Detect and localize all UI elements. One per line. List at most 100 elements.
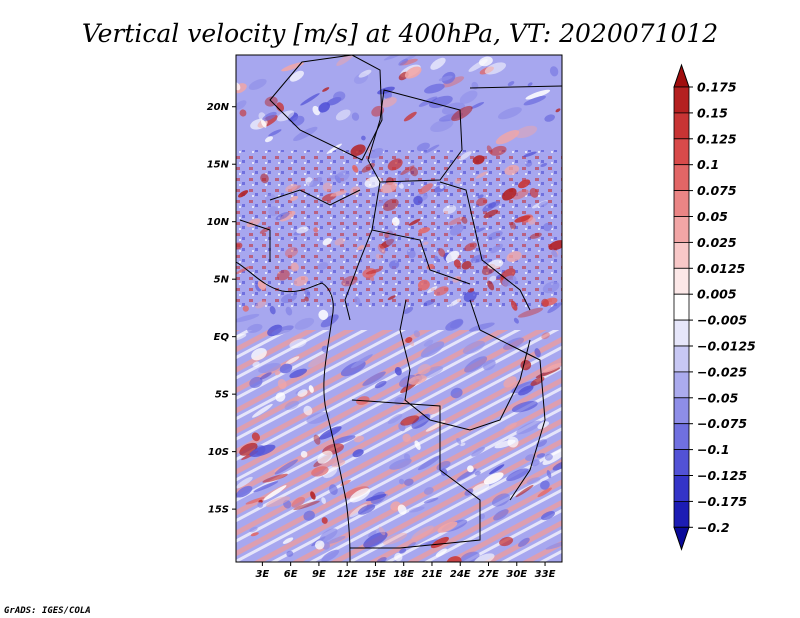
field-blob xyxy=(284,400,299,411)
field-blob xyxy=(416,142,430,152)
field-blob xyxy=(526,477,541,485)
field-blob xyxy=(540,480,550,490)
field-blob xyxy=(423,339,434,347)
field-blob xyxy=(413,330,421,338)
field-blob xyxy=(438,248,446,257)
field-blob xyxy=(318,102,330,113)
field-blob xyxy=(330,190,347,197)
field-blob xyxy=(448,216,465,226)
field-blob xyxy=(445,319,464,331)
colorbar-segment xyxy=(673,190,690,217)
field-blob xyxy=(534,348,541,358)
field-blob xyxy=(400,415,420,426)
field-blob xyxy=(383,55,405,61)
field-blob xyxy=(439,184,444,189)
field-blob xyxy=(361,135,366,141)
field-blob xyxy=(400,165,415,176)
field-blob xyxy=(247,323,263,333)
field-blob xyxy=(303,510,315,521)
y-tick-label: EQ xyxy=(214,332,230,343)
field-blob xyxy=(239,109,247,117)
field-blob xyxy=(333,435,356,444)
field-blob xyxy=(403,306,414,314)
field-blob xyxy=(417,363,431,375)
border-chad xyxy=(367,89,463,183)
field-blob xyxy=(249,376,263,388)
field-blob xyxy=(540,163,548,167)
field-blob xyxy=(266,496,291,508)
field-blob xyxy=(417,279,430,291)
colorbar-segment xyxy=(673,241,690,269)
field-blob xyxy=(512,189,529,200)
field-blob xyxy=(495,130,520,145)
field-blob xyxy=(408,218,421,226)
field-blob xyxy=(286,550,294,557)
field-blob xyxy=(236,100,247,110)
field-blob xyxy=(544,114,556,122)
field-blob xyxy=(449,298,462,307)
field-blob xyxy=(387,413,403,424)
field-blob xyxy=(349,488,371,503)
field-blob xyxy=(408,375,427,385)
field-blob xyxy=(252,361,260,368)
field-blob xyxy=(515,484,534,498)
field-blob xyxy=(364,176,382,188)
border-cameroon xyxy=(344,229,373,321)
field-blob xyxy=(374,380,387,389)
field-blob xyxy=(529,188,539,198)
field-blob xyxy=(236,313,260,323)
field-blob xyxy=(290,262,299,272)
field-blob xyxy=(437,521,458,533)
field-blob xyxy=(277,378,287,390)
field-blob xyxy=(458,151,472,161)
colorbar-label: 0.075 xyxy=(697,183,737,198)
field-blob xyxy=(361,163,375,173)
field-blob xyxy=(269,306,276,315)
y-tick-label: 15S xyxy=(208,505,229,516)
field-blob xyxy=(423,241,429,246)
field-blob xyxy=(530,376,545,386)
field-blob xyxy=(262,473,288,483)
field-anomalies xyxy=(236,55,562,562)
field-blob xyxy=(282,537,294,544)
field-blob xyxy=(423,497,439,504)
field-blob xyxy=(387,158,403,171)
border-car xyxy=(371,181,471,285)
colorbar-label: 0.025 xyxy=(697,235,737,250)
field-blob xyxy=(289,70,304,82)
field-blob xyxy=(246,218,261,228)
field-blob xyxy=(350,144,366,157)
field-blob xyxy=(255,300,267,309)
field-blob xyxy=(369,147,384,159)
field-blob xyxy=(507,436,519,448)
field-blob xyxy=(394,552,403,562)
field-blob xyxy=(335,170,350,183)
field-blob xyxy=(424,144,440,154)
field-blob xyxy=(293,500,320,511)
field-blob xyxy=(236,266,251,275)
field-blob xyxy=(382,198,399,212)
field-blob xyxy=(542,448,562,465)
x-tick-label: 27E xyxy=(478,569,499,580)
field-blob xyxy=(238,190,249,198)
field-blob xyxy=(420,341,445,358)
field-blob xyxy=(467,288,475,293)
field-blob xyxy=(236,82,241,91)
field-blob xyxy=(333,91,346,102)
field-blob xyxy=(317,262,329,270)
y-tick-label: 10S xyxy=(208,447,229,458)
colorbar-label: −0.175 xyxy=(697,494,747,509)
field-blob xyxy=(308,353,329,368)
field-blob xyxy=(285,183,298,192)
field-blob xyxy=(391,217,400,226)
field-blob xyxy=(398,58,409,66)
field-blob xyxy=(506,251,522,263)
field-blob xyxy=(249,444,276,457)
field-blob xyxy=(313,227,319,233)
field-blob xyxy=(549,66,559,77)
field-blob xyxy=(389,458,412,470)
field-blob xyxy=(335,109,351,121)
field-blob xyxy=(418,183,433,195)
field-blob xyxy=(300,93,320,106)
field-blob xyxy=(329,484,338,495)
